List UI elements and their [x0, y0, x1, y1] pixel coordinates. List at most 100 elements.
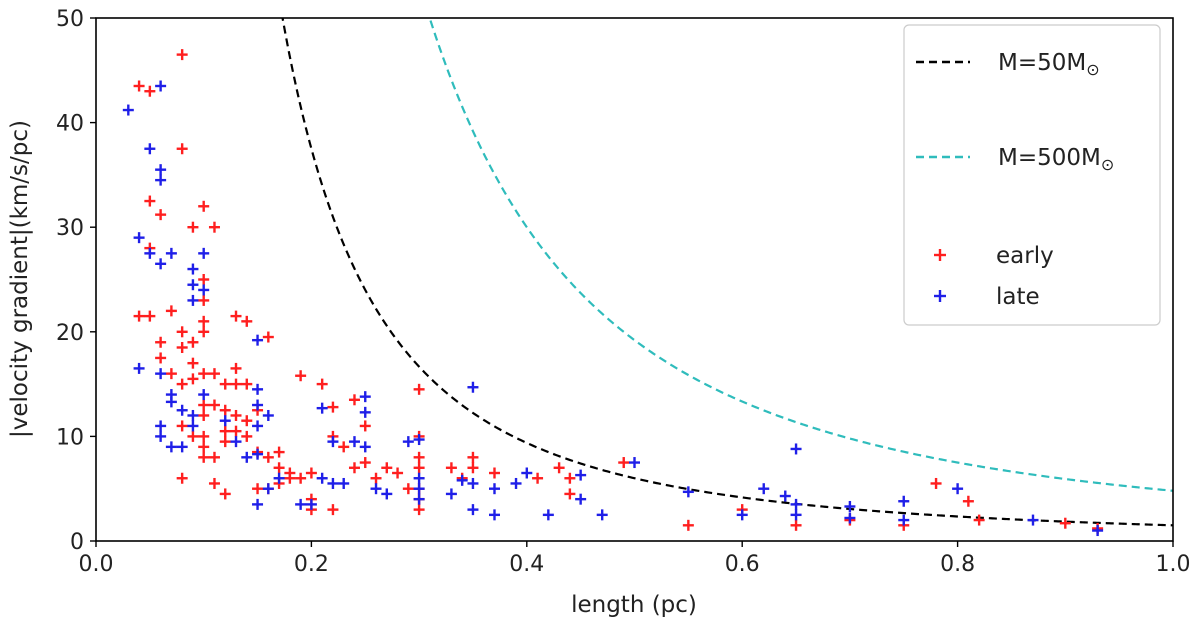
late-point [187, 279, 199, 291]
late-point [155, 164, 167, 176]
late-point [305, 498, 317, 510]
early-point [208, 368, 220, 380]
early-point [359, 420, 371, 432]
late-point [736, 509, 748, 521]
late-point [682, 486, 694, 498]
early-point [198, 399, 210, 411]
early-point [370, 472, 382, 484]
late-point [155, 80, 167, 92]
early-point [682, 519, 694, 531]
early-point [230, 425, 242, 437]
early-point [176, 472, 188, 484]
early-point [262, 331, 274, 343]
legend-box [903, 24, 1161, 326]
y-tick-label: 10 [56, 425, 84, 450]
late-point [359, 406, 371, 418]
y-tick-label: 50 [56, 7, 84, 32]
late-point [165, 396, 177, 408]
late-point [252, 383, 264, 395]
early-point [241, 415, 253, 427]
late-point [122, 104, 134, 116]
curve-m50 [281, 18, 1173, 527]
late-point [488, 509, 500, 521]
early-point [219, 488, 231, 500]
early-point [241, 315, 253, 327]
early-point [930, 477, 942, 489]
early-point [219, 436, 231, 448]
late-point [198, 389, 210, 401]
late-point [252, 334, 264, 346]
late-point [165, 247, 177, 259]
early-point [532, 472, 544, 484]
late-point [155, 368, 167, 380]
early-point [230, 378, 242, 390]
model-curves [281, 18, 1173, 527]
early-point [564, 472, 576, 484]
early-point [176, 326, 188, 338]
early-point [262, 451, 274, 463]
early-point [144, 85, 156, 97]
early-point [1059, 517, 1071, 529]
late-point [327, 436, 339, 448]
late-point [198, 247, 210, 259]
early-point [208, 451, 220, 463]
late-point [316, 472, 328, 484]
early-point [176, 420, 188, 432]
early-point [284, 472, 296, 484]
data-points [122, 49, 1104, 537]
early-point [305, 467, 317, 479]
early-point [176, 143, 188, 155]
legend-text-m500: M=500M [998, 145, 1101, 171]
late-point [187, 294, 199, 306]
early-point [327, 401, 339, 413]
early-point [198, 315, 210, 327]
early-point [198, 368, 210, 380]
late-point [252, 420, 264, 432]
y-tick-label: 40 [56, 112, 84, 137]
late-point [370, 483, 382, 495]
legend-label-m500: M=500M⊙ [998, 145, 1114, 174]
early-point [230, 409, 242, 421]
late-point [198, 284, 210, 296]
early-point [338, 441, 350, 453]
late-point [575, 493, 587, 505]
early-point [144, 310, 156, 322]
late-point [295, 498, 307, 510]
early-point [208, 399, 220, 411]
late-point [176, 441, 188, 453]
early-point [176, 341, 188, 353]
early-point [198, 274, 210, 285]
late-point [1027, 514, 1039, 526]
late-point [596, 509, 608, 521]
early-point [241, 430, 253, 442]
early-point [445, 462, 457, 474]
early-point [618, 457, 630, 469]
y-tick-label: 20 [56, 321, 84, 346]
late-point [176, 404, 188, 416]
early-point [413, 462, 425, 474]
early-point [241, 378, 253, 390]
late-point [413, 472, 425, 484]
late-point [187, 263, 199, 275]
legend-marker-late [934, 290, 946, 302]
early-point [413, 451, 425, 463]
late-point [844, 512, 856, 524]
late-point [445, 488, 457, 500]
early-point [273, 462, 285, 474]
late-point [790, 509, 802, 521]
late-point [542, 509, 554, 521]
late-point [467, 381, 479, 393]
early-point [155, 336, 167, 348]
late-point [402, 436, 414, 448]
early-point [295, 472, 307, 484]
early-point [155, 352, 167, 364]
late-point [575, 469, 587, 481]
late-point [1092, 525, 1104, 537]
y-axis-ticks: 0 10 20 30 40 50 [56, 7, 96, 555]
early-point [165, 305, 177, 317]
early-point [187, 357, 199, 369]
early-point [273, 446, 285, 458]
late-point [133, 362, 145, 374]
curve-m500 [428, 18, 1173, 492]
